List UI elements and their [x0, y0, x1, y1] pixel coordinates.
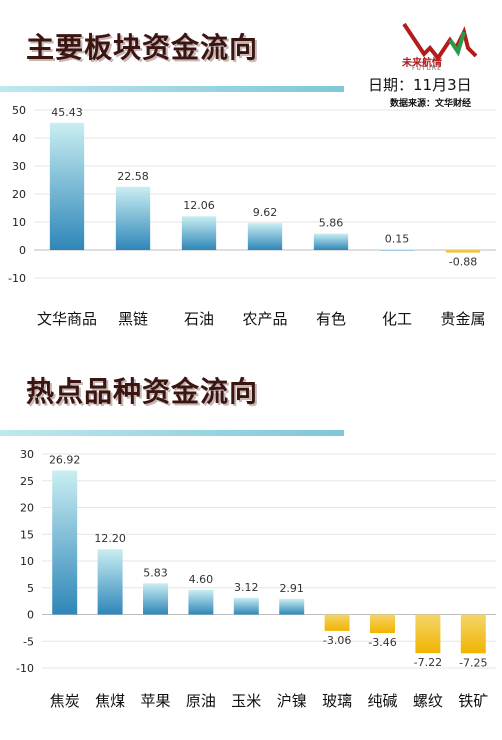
data-label: -3.06 [323, 634, 351, 647]
data-label: 12.06 [183, 199, 215, 212]
category-label: 焦炭 [50, 692, 80, 710]
category-label: 铁矿 [458, 692, 488, 710]
date-line: 日期：11月3日 [368, 74, 472, 95]
data-label: 22.58 [117, 170, 149, 183]
data-label: 2.91 [279, 582, 304, 595]
y-tick-label: 25 [20, 475, 34, 488]
section-title-hot-products: 热点品种资金流向 [26, 375, 259, 408]
data-source: 数据来源：文华财经 [390, 99, 472, 109]
category-label: 化工 [382, 310, 412, 328]
bar [313, 233, 349, 250]
data-label: 3.12 [234, 581, 259, 594]
bar [233, 597, 259, 615]
y-tick-label: 0 [27, 609, 34, 622]
category-label: 贵金属 [440, 310, 485, 328]
y-tick-label: 10 [12, 216, 26, 229]
bar [181, 216, 217, 250]
data-label: 0.15 [385, 233, 410, 246]
bar [97, 549, 123, 615]
category-label: 螺纹 [413, 692, 443, 710]
category-label: 文华商品 [37, 310, 97, 328]
title-underline [0, 86, 344, 92]
data-label: -0.88 [449, 255, 477, 268]
category-label: 苹果 [140, 692, 170, 710]
logo-subtitle: FUTURE [412, 65, 442, 72]
data-label: 4.60 [189, 573, 214, 586]
y-tick-label: 10 [20, 555, 34, 568]
category-label: 沪镍 [277, 692, 307, 710]
category-label: 有色 [316, 310, 346, 328]
bar [143, 583, 168, 615]
data-label: 5.83 [143, 566, 168, 579]
bar [247, 223, 283, 250]
bar [49, 122, 85, 250]
category-label: 黑链 [118, 310, 148, 328]
y-tick-label: 20 [20, 502, 34, 515]
y-tick-label: -10 [8, 272, 26, 285]
y-tick-label: 15 [20, 528, 34, 541]
data-label: 45.43 [51, 106, 83, 119]
y-tick-label: 50 [12, 104, 26, 117]
y-tick-label: -10 [16, 662, 34, 675]
data-label: -3.46 [368, 636, 396, 649]
category-label: 焦煤 [95, 692, 125, 710]
bar [379, 249, 415, 251]
y-tick-label: 30 [12, 160, 26, 173]
section-title-sectors: 主要板块资金流向 [26, 31, 259, 64]
bar [324, 614, 350, 631]
logo-name: 未来航情 [402, 58, 442, 69]
y-tick-label: 5 [27, 582, 34, 595]
y-tick-label: -5 [23, 635, 34, 648]
y-tick-label: 40 [12, 132, 26, 145]
category-label: 玉米 [231, 692, 261, 710]
category-label: 石油 [184, 310, 214, 328]
category-label: 玻璃 [322, 692, 352, 710]
title-underline [0, 430, 344, 436]
data-label: 26.92 [49, 453, 81, 466]
y-tick-label: 30 [20, 448, 34, 461]
data-label: 5.86 [319, 217, 344, 230]
data-label: 12.20 [94, 532, 126, 545]
logo-icon [402, 22, 478, 62]
data-label: -7.22 [414, 656, 442, 669]
data-label: 9.62 [253, 206, 278, 219]
chart-sectors: 50 40 30 20 10 0 -10 45.43 文华商品 22.58 黑链 12.06 石油 9.6… [8, 104, 496, 328]
category-label: 原油 [186, 692, 216, 710]
bar [188, 589, 214, 615]
category-label: 纯碱 [367, 692, 397, 710]
category-label: 农产品 [242, 310, 287, 328]
bar [460, 614, 486, 654]
date-value: 11月3日 [413, 76, 472, 94]
bar [115, 186, 151, 250]
bar [415, 614, 441, 654]
bar [370, 614, 395, 634]
bar [445, 250, 481, 253]
bar [52, 470, 78, 615]
y-tick-label: 20 [12, 188, 26, 201]
date-label: 日期： [368, 76, 414, 94]
bar [279, 598, 305, 615]
data-label: -7.25 [459, 656, 487, 669]
y-tick-label: 0 [19, 244, 26, 257]
chart-hot-products: 30 25 20 15 10 5 0 -5 -10 26.92 焦炭 12.20 焦煤 5.83 苹果 4.6… [16, 448, 496, 710]
